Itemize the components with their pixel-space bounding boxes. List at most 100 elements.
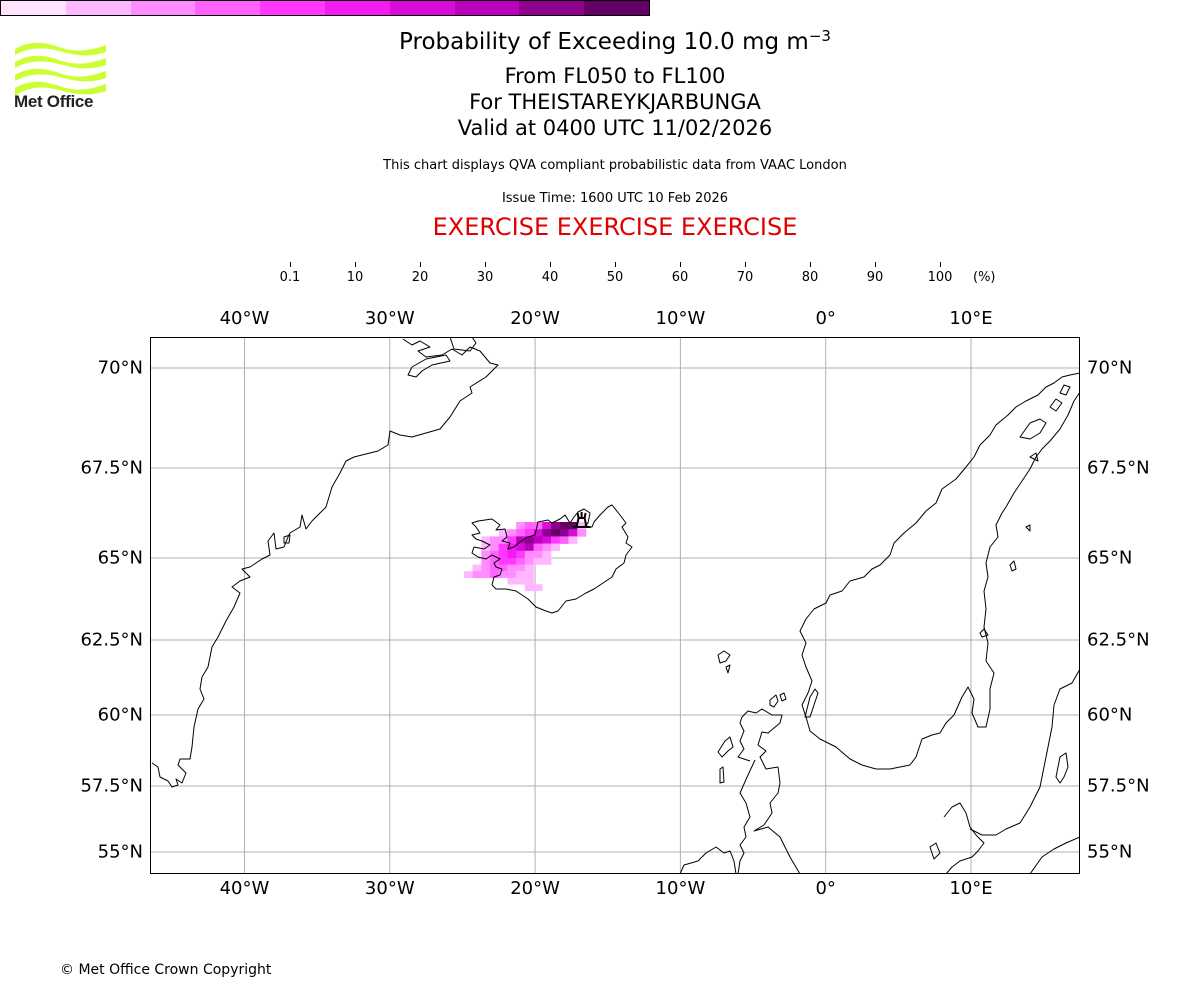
probability-cell	[542, 558, 552, 565]
probability-cell	[507, 564, 517, 572]
probability-cell	[559, 522, 569, 530]
flight-level-range: From FL050 to FL100	[504, 64, 726, 88]
probability-cell	[551, 522, 561, 530]
probability-cell	[507, 550, 517, 559]
graticule	[150, 337, 1080, 874]
colorbar-tick-label: 40	[541, 270, 559, 285]
latitude-label: 55°N	[97, 841, 143, 863]
chart-subtitles: From FL050 to FL100 For THEISTAREYKJARBU…	[0, 63, 1200, 141]
colorbar-tick-label: 90	[866, 270, 884, 285]
probability-cell	[524, 564, 534, 572]
colorbar-tick-mark	[939, 262, 941, 267]
colorbar-segment	[260, 1, 325, 15]
probability-cell	[481, 536, 491, 544]
probability-cell	[577, 529, 587, 537]
longitude-label: 10°W	[655, 308, 706, 329]
probability-cell	[507, 529, 517, 537]
coastline-norway-lofoten	[1019, 384, 1071, 440]
probability-cell	[542, 529, 552, 537]
logo-wave-2	[15, 55, 106, 69]
probability-cell	[542, 543, 552, 552]
probability-cell	[533, 584, 543, 592]
chart-title: Probability of Exceeding 10.0 mg m−3	[0, 27, 1200, 55]
probability-cell	[498, 558, 508, 565]
colorbar-segment	[324, 1, 390, 15]
probability-cell	[533, 550, 543, 559]
longitude-label: 30°W	[364, 308, 415, 329]
coastline-norway-islands	[979, 452, 1039, 638]
colorbar-tick-mark	[744, 262, 746, 267]
longitude-label: 10°W	[655, 878, 706, 899]
coastline-greenland-bay	[449, 337, 477, 352]
probability-cell	[524, 571, 534, 578]
chart-title-main: Probability of Exceeding 10.0 mg m	[399, 29, 809, 55]
colorbar-segment	[584, 1, 649, 15]
latitude-label: 70°N	[97, 357, 143, 379]
colorbar-tick-label: 80	[801, 270, 819, 285]
colorbar-segment	[65, 1, 131, 15]
probability-cell	[524, 577, 534, 585]
coastline-iceland	[471, 504, 633, 614]
met-office-logo-text: Met Office	[14, 92, 94, 111]
probability-cell	[472, 564, 482, 572]
colorbar-segment	[389, 1, 455, 15]
volcano-name: For THEISTAREYKJARBUNGA	[469, 90, 761, 114]
probability-cell	[481, 550, 491, 559]
probability-cell	[481, 571, 491, 578]
latitude-label: 62.5°N	[80, 629, 143, 651]
valid-time: Valid at 0400 UTC 11/02/2026	[457, 116, 773, 140]
probability-cell	[516, 550, 526, 559]
colorbar-tick-mark	[679, 262, 681, 267]
probability-cell	[533, 522, 543, 530]
map-frame	[150, 337, 1080, 874]
probability-cell	[524, 558, 534, 565]
probability-cell	[568, 529, 578, 537]
logo-wave-4	[15, 81, 106, 96]
colorbar-segment	[195, 1, 261, 15]
probability-cell	[490, 536, 500, 544]
probability-cell	[490, 543, 500, 552]
probability-cell	[568, 536, 578, 544]
logo-wave-3	[15, 68, 106, 82]
colorbar-tick-mark	[874, 262, 876, 267]
latitude-label: 65°N	[1087, 547, 1133, 569]
probability-colorbar	[0, 0, 650, 16]
probability-cell	[498, 543, 508, 552]
probability-cell	[524, 536, 534, 544]
latitude-label: 67.5°N	[80, 457, 143, 479]
probability-cell	[498, 571, 508, 578]
probability-cell	[498, 550, 508, 559]
longitude-label: 10°E	[949, 878, 993, 899]
volcano-marker-icon	[572, 512, 591, 528]
map-panel	[150, 337, 1080, 874]
coastline-orkney	[769, 692, 787, 708]
colorbar-tick-mark	[419, 262, 421, 267]
longitude-label: 30°W	[364, 878, 415, 899]
colorbar-tick-mark	[614, 262, 616, 267]
probability-cell	[524, 529, 534, 537]
colorbar-tick-label: 20	[411, 270, 429, 285]
probability-cell	[551, 529, 561, 537]
longitude-label: 0°	[815, 878, 836, 899]
probability-cell	[533, 558, 543, 565]
probability-cell	[490, 564, 500, 572]
colorbar-segment	[519, 1, 585, 15]
coastline-greenland-islet	[283, 534, 291, 544]
probability-cell	[542, 522, 552, 530]
latitude-label: 55°N	[1087, 841, 1133, 863]
probability-cell	[516, 571, 526, 578]
probability-cell	[516, 529, 526, 537]
probability-cell	[490, 571, 500, 578]
probability-cell	[533, 529, 543, 537]
coastline-sweden	[969, 668, 1080, 836]
coastline-denmark	[929, 802, 985, 874]
coastline-baltic	[1029, 836, 1080, 874]
probability-cell	[524, 550, 534, 559]
exercise-banner: EXERCISE EXERCISE EXERCISE	[432, 213, 798, 241]
colorbar-segment	[130, 1, 196, 15]
colorbar-tick-mark	[484, 262, 486, 267]
colorbar-tick-mark	[289, 262, 291, 267]
longitude-label: 20°W	[510, 878, 560, 899]
probability-cell	[524, 522, 534, 530]
coastline-ireland-north	[679, 846, 737, 874]
